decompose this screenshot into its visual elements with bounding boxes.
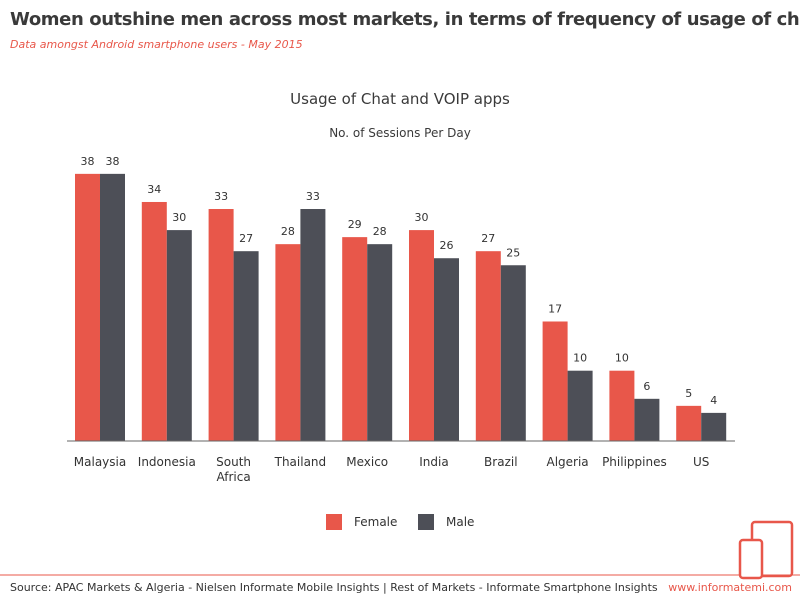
x-tick-label: Mexico (346, 455, 389, 469)
legend-swatch (418, 514, 434, 530)
value-label: 26 (440, 239, 454, 252)
chart-subtitle: No. of Sessions Per Day (329, 126, 471, 140)
value-label: 28 (373, 225, 387, 238)
bar (475, 251, 501, 441)
legend-label: Male (446, 515, 474, 529)
value-label: 27 (481, 232, 495, 245)
value-label: 30 (172, 211, 186, 224)
bar (75, 173, 100, 442)
value-label: 33 (214, 190, 228, 203)
bar (300, 209, 326, 441)
chart-title: Usage of Chat and VOIP apps (290, 90, 510, 108)
value-label: 38 (81, 155, 95, 168)
x-tick-label: Malaysia (73, 455, 127, 469)
bar (634, 398, 660, 441)
x-tick-label: India (419, 455, 449, 469)
bar (100, 173, 125, 442)
website: www.informatemi.com (668, 581, 792, 594)
bar (701, 412, 727, 441)
x-tick-label: Brazil (484, 455, 518, 469)
value-label: 27 (239, 232, 253, 245)
value-label: 33 (306, 190, 320, 203)
value-label: 17 (548, 302, 562, 315)
value-label: 28 (281, 225, 295, 238)
page-title: Women outshine men across most markets, … (10, 9, 800, 30)
x-tick-label: Thailand (274, 455, 327, 469)
x-tick-label: South Africa (216, 455, 252, 484)
bar (208, 209, 234, 441)
x-tick-label: US (692, 455, 710, 469)
value-label: 10 (573, 352, 587, 365)
x-tick-label: Indonesia (137, 455, 196, 469)
value-label: 5 (685, 387, 692, 400)
value-label: 38 (106, 155, 120, 168)
value-label: 6 (643, 380, 650, 393)
value-label: 4 (710, 394, 717, 407)
value-label: 34 (147, 183, 161, 196)
bar (409, 230, 434, 441)
bar (275, 244, 301, 441)
bar (166, 230, 192, 441)
x-tick-label: Philippines (602, 455, 667, 469)
bar (567, 370, 593, 441)
bar (500, 265, 526, 441)
bar (233, 251, 259, 441)
bar (676, 405, 702, 441)
legend-label: Female (354, 515, 397, 529)
bar (342, 237, 368, 441)
page-subtitle: Data amongst Android smartphone users - … (10, 38, 303, 51)
bar (367, 244, 393, 441)
value-label: 25 (506, 246, 520, 259)
source: Source: APAC Markets & Algeria - Nielsen… (10, 581, 658, 594)
value-label: 10 (615, 352, 629, 365)
bar (542, 321, 568, 441)
value-label: 29 (348, 218, 362, 231)
phone-icon (738, 538, 764, 580)
legend-swatch (326, 514, 342, 530)
x-tick-label: Algeria (546, 455, 589, 469)
value-label: 30 (415, 211, 429, 224)
bar (434, 258, 459, 441)
bar (141, 201, 167, 441)
bar (609, 370, 635, 441)
